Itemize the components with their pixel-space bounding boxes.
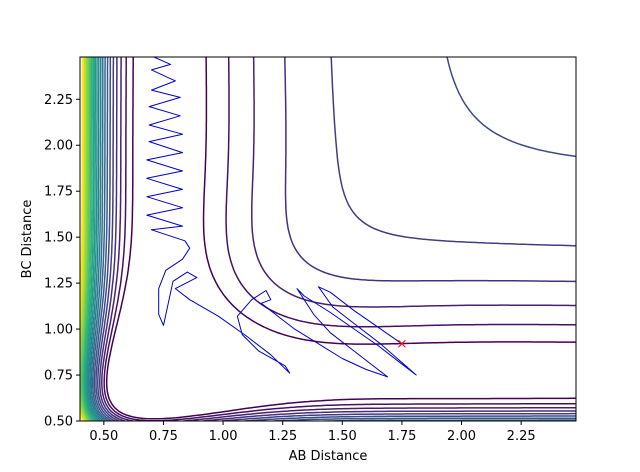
contour-lines	[80, 57, 576, 421]
contour-line	[80, 57, 89, 421]
x-tick-label: 1.50	[328, 429, 357, 444]
x-tick-label: 1.75	[387, 429, 416, 444]
y-axis-label: BC Distance	[20, 200, 35, 279]
contour-line	[97, 57, 576, 421]
x-tick-label: 1.25	[268, 429, 297, 444]
contour-line	[95, 57, 576, 421]
x-tick-label: 2.00	[447, 429, 476, 444]
contour-line	[80, 57, 86, 421]
contour-line	[81, 57, 94, 421]
x-tick-label: 2.25	[507, 429, 536, 444]
contour-line	[101, 57, 576, 421]
contour-line	[105, 57, 576, 420]
y-tick-label: 1.75	[44, 185, 73, 200]
contour-line	[82, 57, 95, 421]
y-tick-label: 0.50	[44, 415, 73, 430]
contour-line	[80, 57, 87, 421]
contour-line	[87, 57, 103, 421]
contour-line	[80, 57, 88, 421]
contour-line	[80, 57, 85, 421]
y-tick-label: 2.25	[44, 93, 73, 108]
contour-line	[89, 57, 105, 421]
y-axis-ticks: 0.50 0.75 1.00 1.25 1.50 1.75 2.00 2.25	[44, 93, 80, 430]
plot-frame	[79, 56, 577, 422]
contour-line	[90, 57, 108, 421]
y-tick-label: 1.00	[44, 323, 73, 338]
end-point-marker	[398, 339, 406, 348]
trajectory	[146, 57, 417, 378]
x-tick-label: 0.50	[89, 429, 118, 444]
contour-line	[80, 57, 92, 421]
contour-line	[83, 57, 97, 421]
contour-line	[80, 57, 91, 421]
y-tick-label: 1.50	[44, 231, 73, 246]
contour-line	[86, 57, 101, 421]
x-axis-ticks: 0.50 0.75 1.00 1.25 1.50 1.75 2.00 2.25	[89, 421, 536, 444]
y-tick-label: 0.75	[44, 369, 73, 384]
trajectory-line	[146, 57, 417, 378]
contour-line	[85, 57, 99, 421]
markers	[398, 339, 406, 348]
x-tick-label: 1.00	[209, 429, 238, 444]
contour-line	[99, 57, 576, 421]
y-tick-label: 1.25	[44, 277, 73, 292]
y-tick-label: 2.00	[44, 139, 73, 154]
contour-line	[91, 57, 576, 421]
x-axis-label: AB Distance	[289, 449, 368, 464]
x-tick-label: 0.75	[149, 429, 178, 444]
